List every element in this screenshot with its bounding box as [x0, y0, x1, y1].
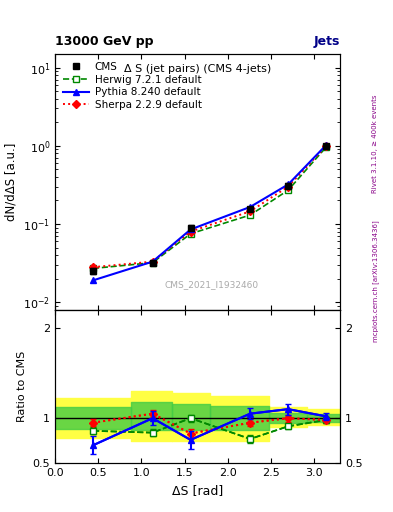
Text: 13000 GeV pp: 13000 GeV pp — [55, 35, 154, 48]
Text: CMS_2021_I1932460: CMS_2021_I1932460 — [165, 280, 259, 289]
Y-axis label: dN/dΔS [a.u.]: dN/dΔS [a.u.] — [5, 142, 18, 221]
Legend: CMS, Herwig 7.2.1 default, Pythia 8.240 default, Sherpa 2.2.9 default: CMS, Herwig 7.2.1 default, Pythia 8.240 … — [60, 59, 205, 113]
Text: mcplots.cern.ch [arXiv:1306.3436]: mcplots.cern.ch [arXiv:1306.3436] — [372, 221, 379, 343]
Text: Δ S (jet pairs) (CMS 4-jets): Δ S (jet pairs) (CMS 4-jets) — [124, 64, 271, 74]
Text: Jets: Jets — [314, 35, 340, 48]
Text: Rivet 3.1.10, ≥ 400k events: Rivet 3.1.10, ≥ 400k events — [372, 94, 378, 193]
Y-axis label: Ratio to CMS: Ratio to CMS — [17, 351, 27, 422]
X-axis label: ΔS [rad]: ΔS [rad] — [172, 484, 223, 497]
